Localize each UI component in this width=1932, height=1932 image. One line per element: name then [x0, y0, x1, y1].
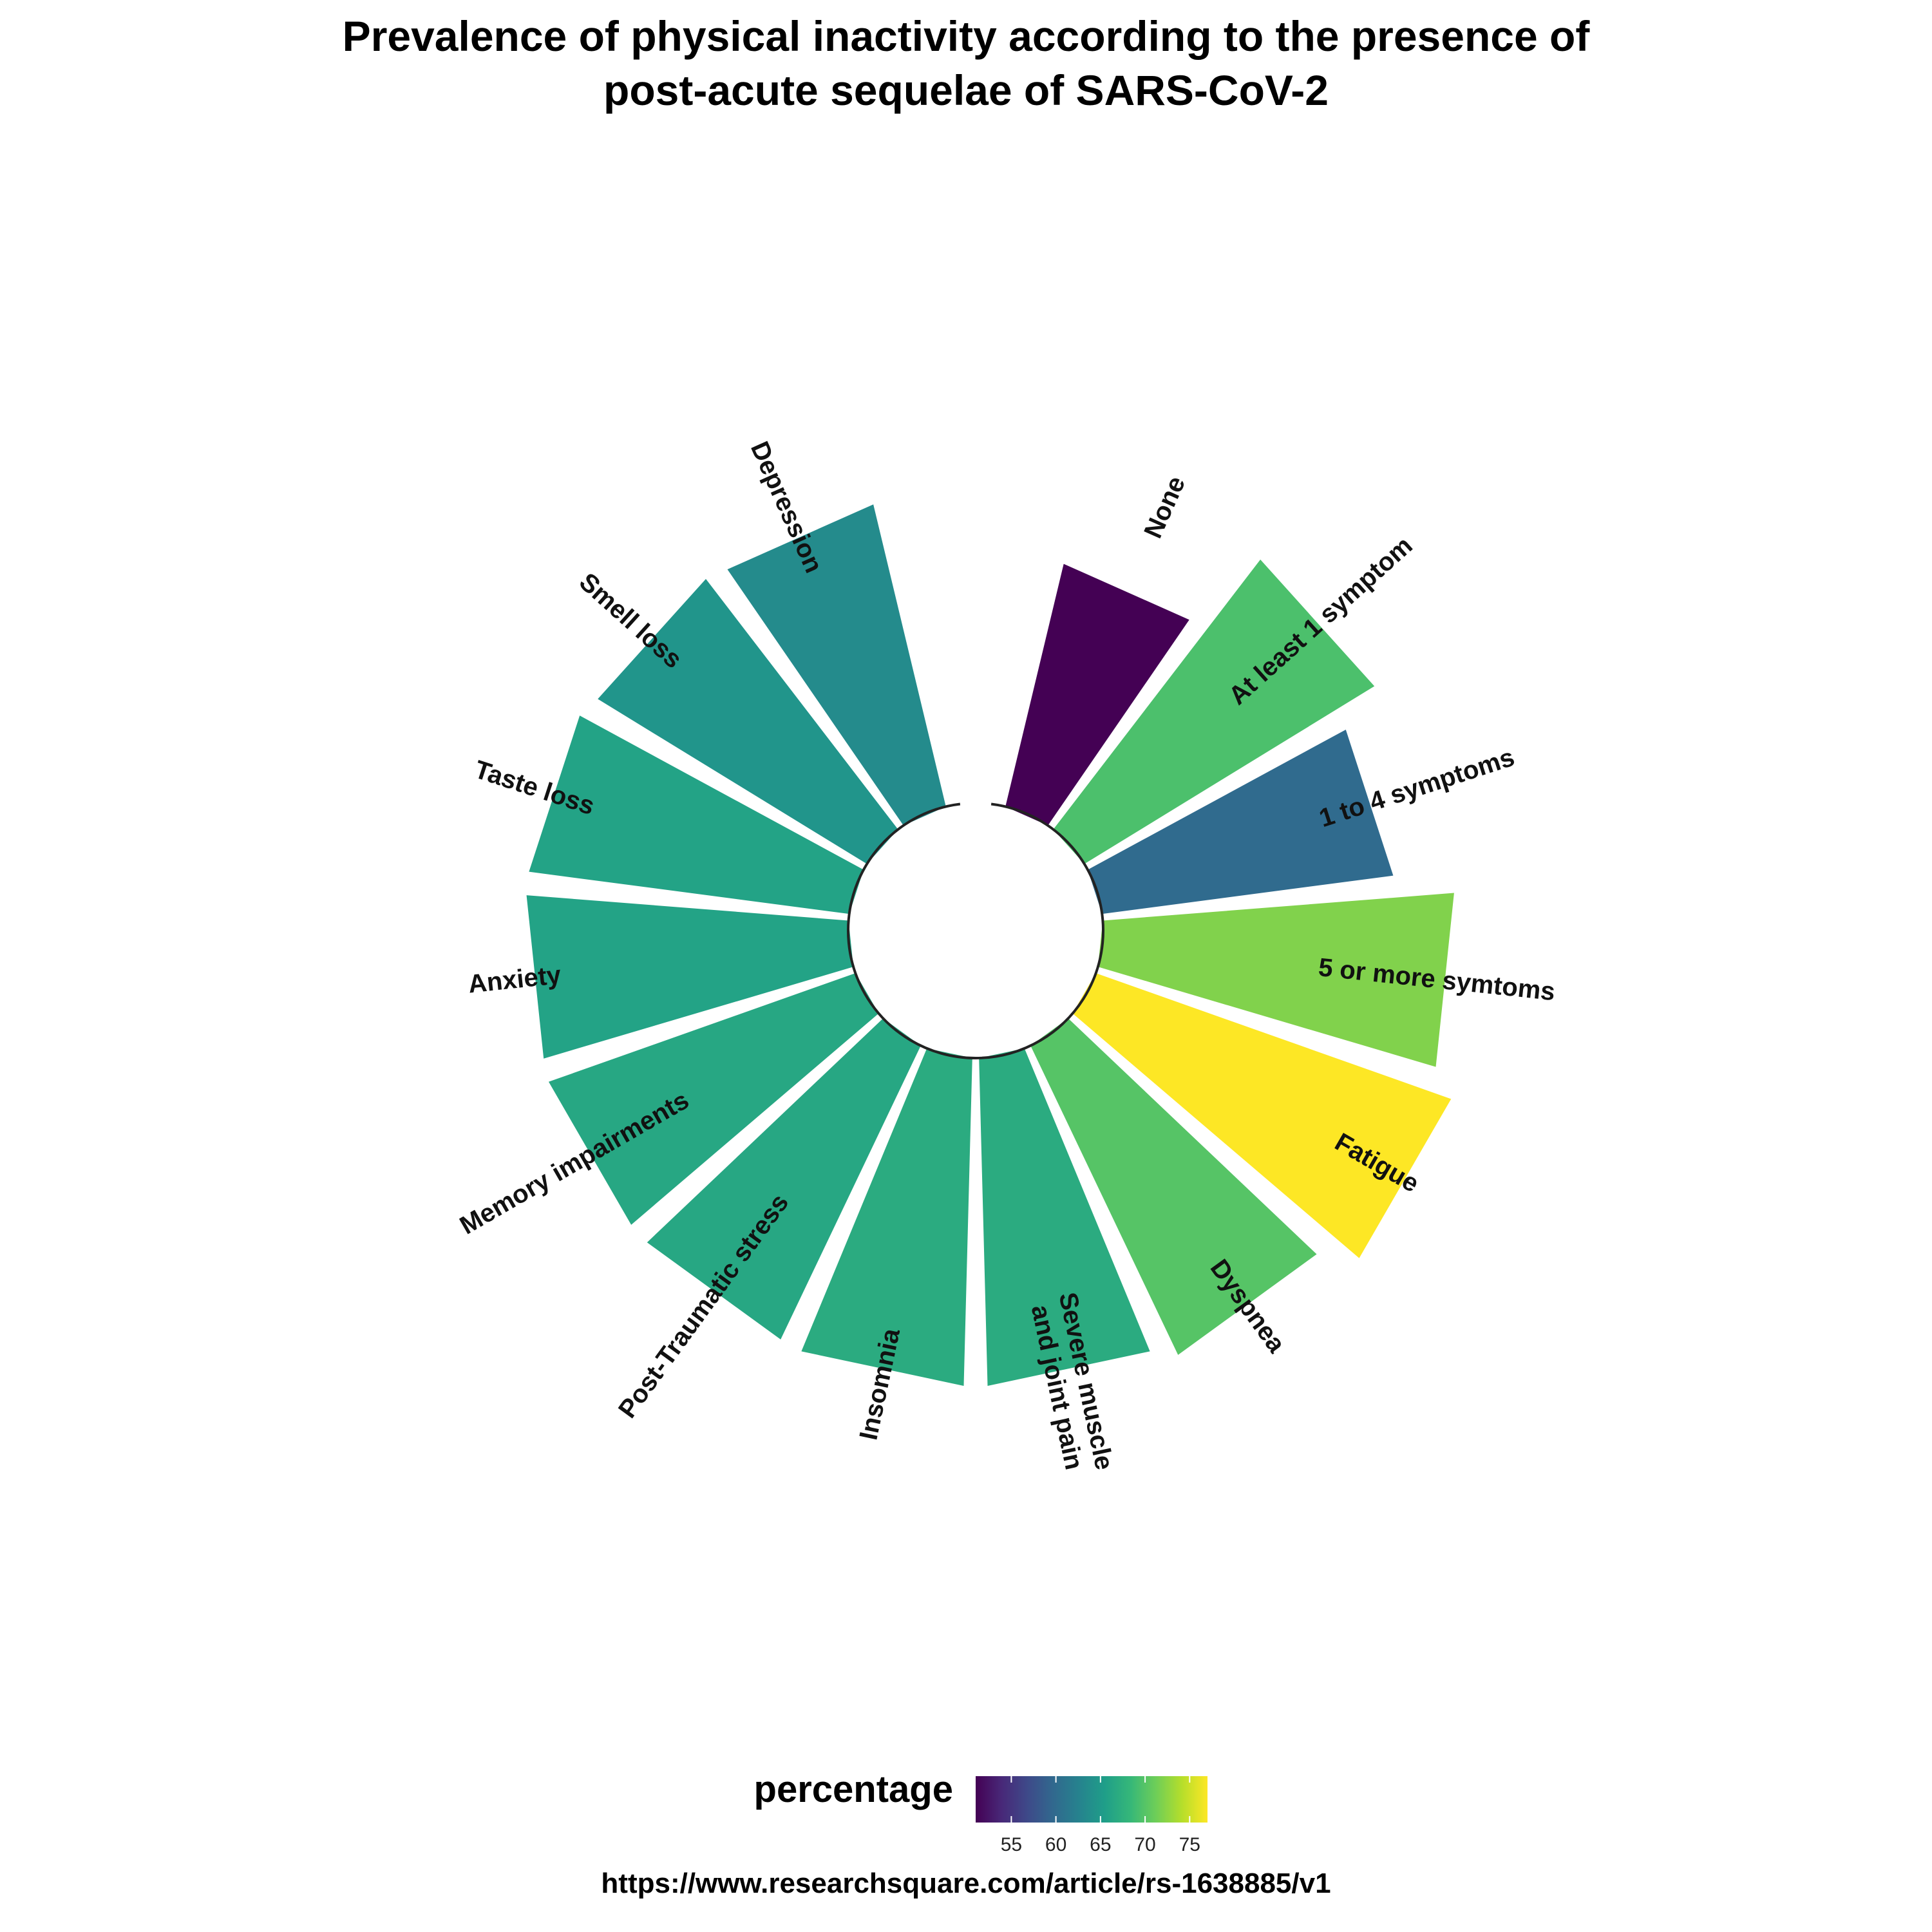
legend-title: percentage — [753, 1768, 953, 1810]
bar-anxiety — [526, 895, 854, 1059]
legend-tick-label: 70 — [1134, 1834, 1155, 1855]
bar-post-traumatic-stress — [647, 1018, 921, 1340]
bar-severe-muscle-and-joint-pain — [979, 1048, 1150, 1386]
bar-none — [1005, 564, 1189, 826]
bar-depression — [727, 504, 946, 826]
legend-tick-label: 60 — [1045, 1834, 1066, 1855]
category-label-line: None — [1139, 472, 1191, 542]
bars-layer — [526, 504, 1454, 1386]
legend-tick-label: 75 — [1179, 1834, 1200, 1855]
bar-insomnia — [801, 1048, 972, 1386]
legend-tick-label: 55 — [1001, 1834, 1022, 1855]
bar-memory-impairments — [548, 973, 879, 1225]
bar-taste-loss — [529, 715, 864, 914]
inner-ring-layer — [847, 802, 1104, 1060]
legend-colorbar: 55 60 65 70 75 — [976, 1776, 1208, 1855]
bar-5-or-more-symtoms — [1097, 893, 1454, 1067]
category-label-none: None — [1139, 472, 1191, 542]
chart-title-line-2: post-acute sequelae of SARS-CoV-2 — [603, 66, 1329, 114]
bar-smell-loss — [598, 579, 898, 864]
chart-title: Prevalence of physical inactivity accord… — [0, 9, 1932, 117]
bar-1-to-4-symptoms — [1088, 729, 1394, 914]
source-url: https://www.researchsquare.com/article/r… — [601, 1868, 1331, 1899]
inner-circle-outline — [847, 802, 1104, 1060]
legend-colorbar-bar — [976, 1776, 1208, 1823]
bar-fatigue — [1072, 973, 1452, 1258]
bar-dyspnea — [1030, 1018, 1317, 1355]
chart-title-line-1: Prevalence of physical inactivity accord… — [342, 12, 1590, 60]
legend-tick-label: 65 — [1090, 1834, 1111, 1855]
bar-at-least-1-symptom — [1053, 559, 1375, 864]
